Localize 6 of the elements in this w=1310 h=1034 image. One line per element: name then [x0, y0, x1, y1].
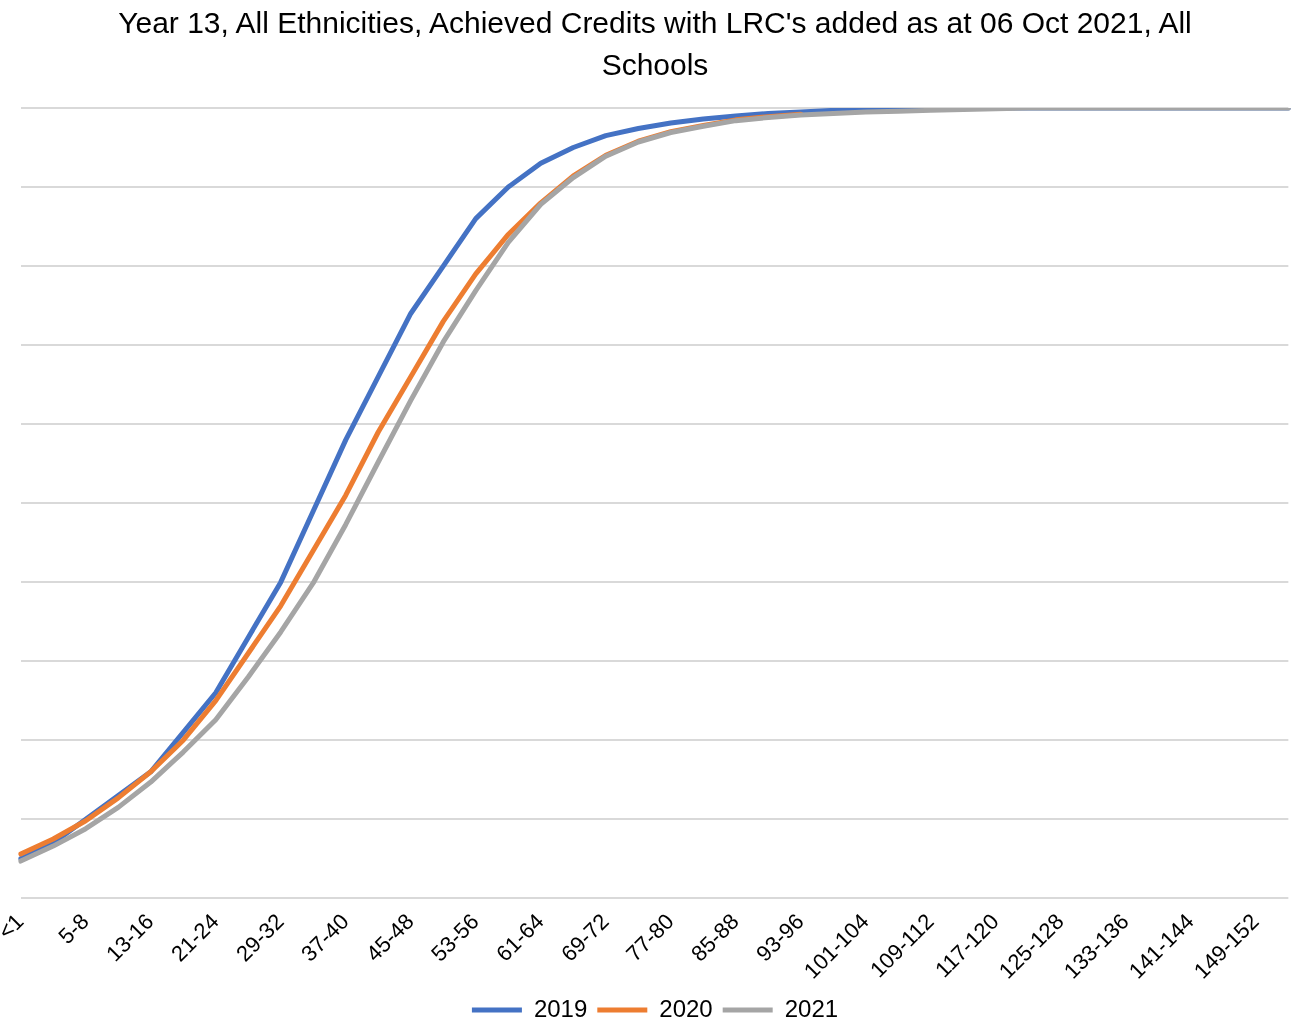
legend-label: 2021 [784, 994, 839, 1022]
legend-label: 2020 [659, 994, 713, 1022]
x-tick-label: <1 [0, 908, 29, 945]
chart-title: Year 13, All Ethnicities, Achieved Credits with LRC's added as at 06 Oct 2021, All Schools [117, 5, 1193, 83]
x-tick-label: 5-8 [53, 908, 94, 949]
legend-label: 2019 [533, 994, 588, 1022]
